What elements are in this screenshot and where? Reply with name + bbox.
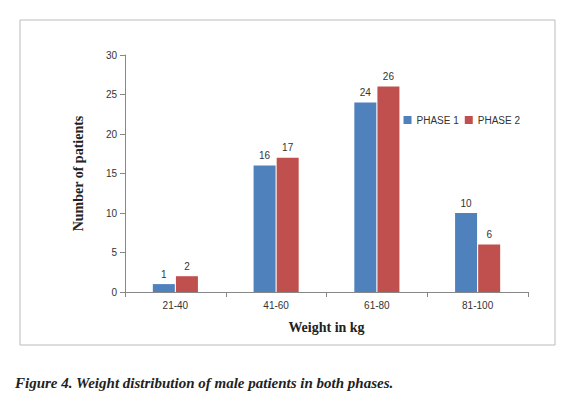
svg-text:20: 20 [106,129,118,140]
svg-text:PHASE 2: PHASE 2 [478,115,521,126]
svg-text:41-60: 41-60 [263,300,289,311]
svg-text:1: 1 [161,269,167,280]
svg-text:Figure 4. Weight distribution: Figure 4. Weight distribution of male pa… [14,375,393,391]
svg-text:5: 5 [111,247,117,258]
svg-text:21-40: 21-40 [163,300,189,311]
svg-text:30: 30 [106,50,118,61]
svg-text:Number of patients: Number of patients [71,115,86,231]
svg-text:PHASE 1: PHASE 1 [417,115,460,126]
svg-text:61-80: 61-80 [364,300,390,311]
svg-text:24: 24 [360,87,372,98]
svg-text:10: 10 [461,198,473,209]
svg-text:2: 2 [184,261,190,272]
svg-text:16: 16 [259,150,271,161]
svg-text:81-100: 81-100 [462,300,494,311]
svg-text:15: 15 [106,168,118,179]
svg-text:6: 6 [486,229,492,240]
svg-text:0: 0 [111,287,117,298]
svg-text:10: 10 [106,208,118,219]
svg-text:26: 26 [383,71,395,82]
svg-text:17: 17 [282,142,294,153]
svg-text:Weight in kg: Weight in kg [288,320,364,335]
svg-text:25: 25 [106,89,118,100]
